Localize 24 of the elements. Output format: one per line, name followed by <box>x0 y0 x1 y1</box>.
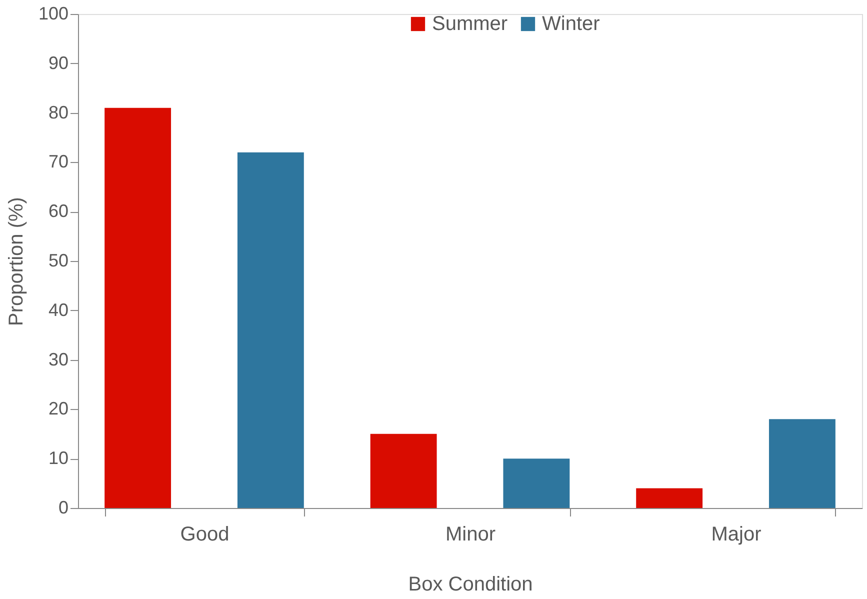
x-axis-title: Box Condition <box>408 574 533 596</box>
bar <box>636 488 703 508</box>
y-tick-label: 0 <box>58 498 68 518</box>
x-tick-label: Major <box>711 524 762 546</box>
y-tick-label: 40 <box>48 300 68 320</box>
y-tick-label: 90 <box>48 52 68 73</box>
y-axis-title: Proportion (%) <box>5 197 28 326</box>
y-tick-label: 80 <box>48 102 68 122</box>
bar <box>104 108 172 508</box>
y-tick-label: 70 <box>48 152 68 172</box>
y-tick-label: 60 <box>48 201 68 222</box>
x-tick-label: Minor <box>445 524 496 546</box>
bar <box>503 458 570 508</box>
y-tick-label: 10 <box>48 448 68 468</box>
bar <box>768 419 836 508</box>
legend-label: Winter <box>542 13 600 35</box>
y-tick-label: 20 <box>48 398 68 419</box>
legend-label: Summer <box>432 13 508 35</box>
y-tick-label: 100 <box>38 4 68 24</box>
bar <box>237 152 304 508</box>
x-tick-label: Good <box>180 524 230 546</box>
bar <box>370 434 437 508</box>
y-tick-label: 30 <box>48 349 68 370</box>
y-tick-label: 50 <box>48 250 68 270</box>
